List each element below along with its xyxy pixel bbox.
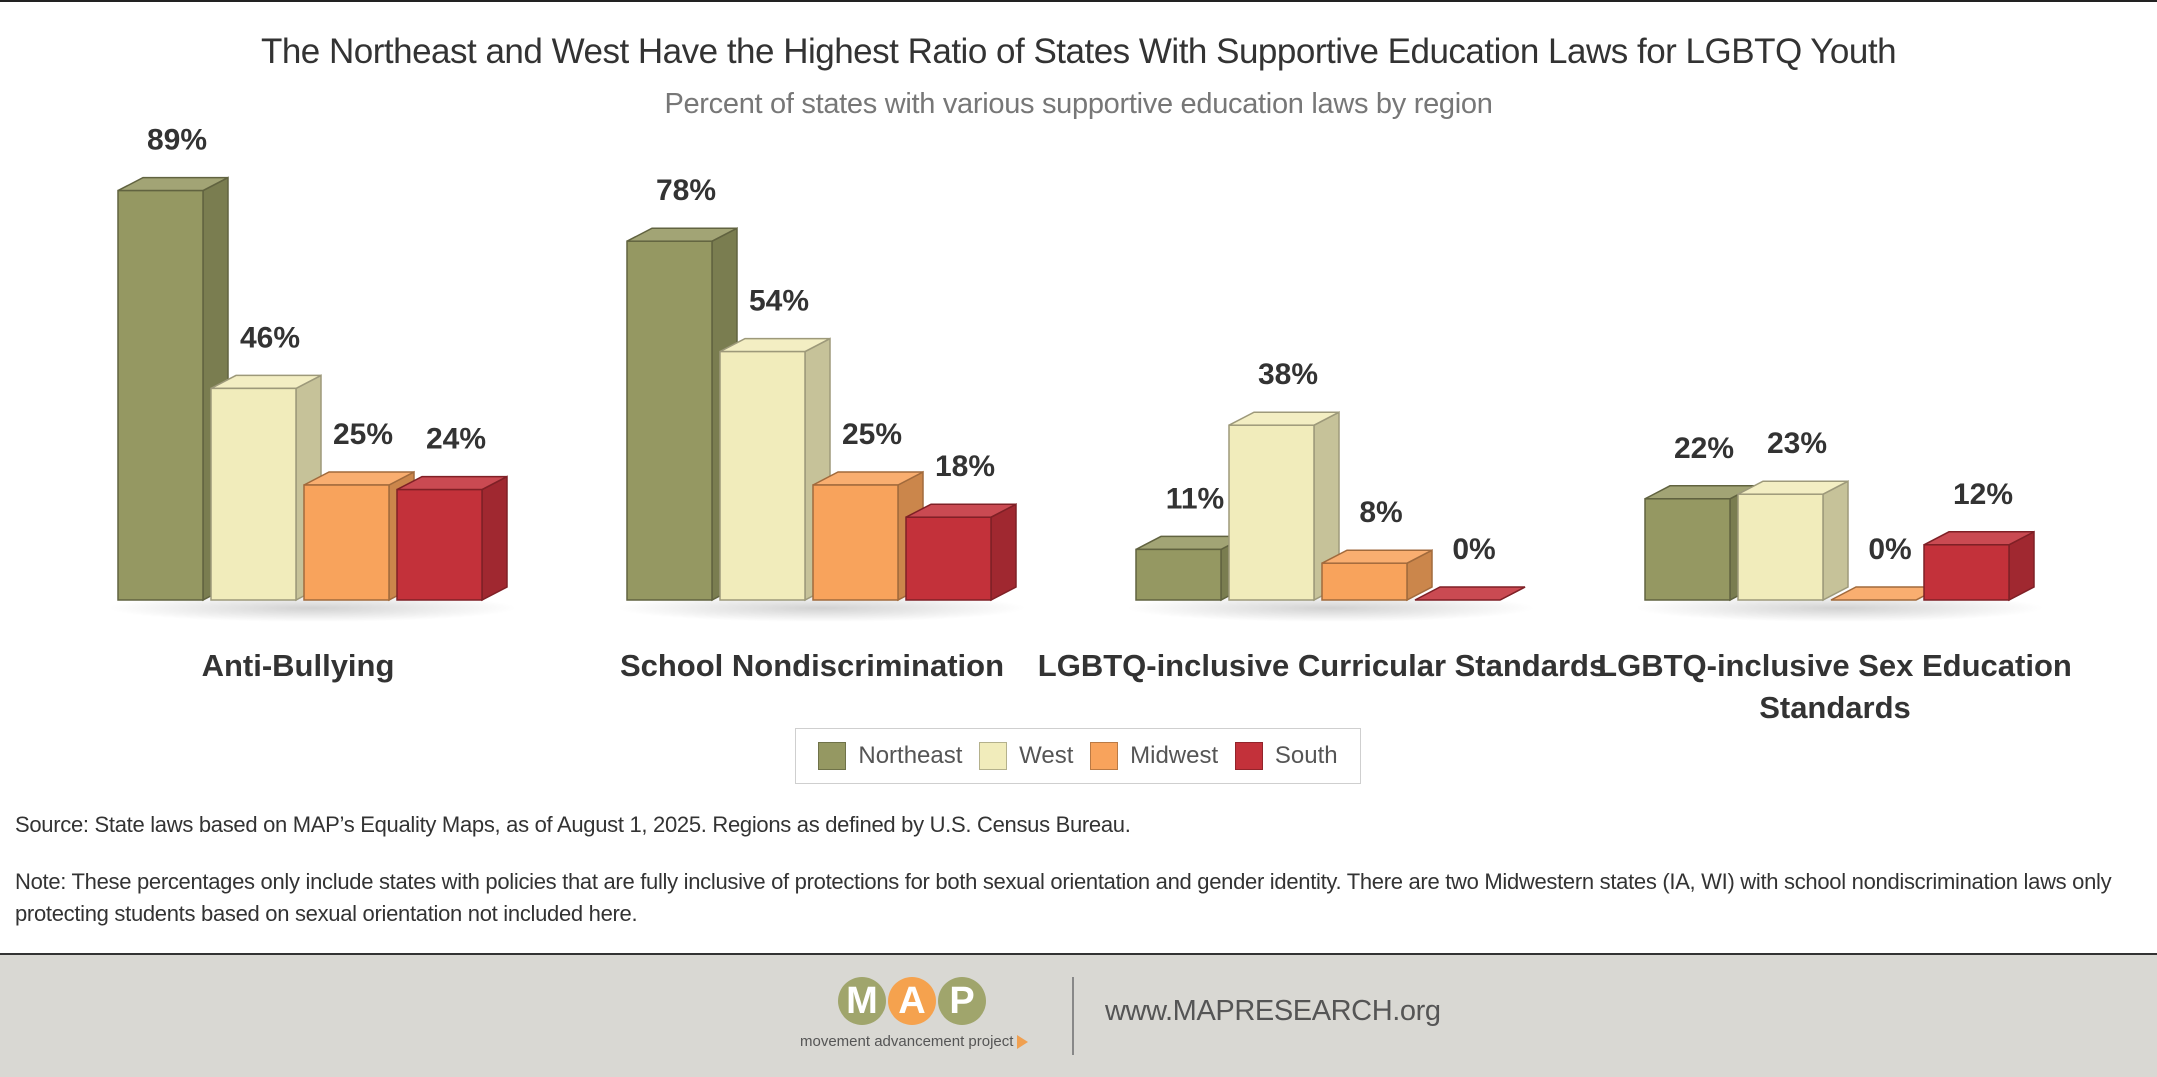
bar-south-school-nondiscrimination-front: [905, 516, 992, 601]
chart-title: The Northeast and West Have the Highest …: [260, 32, 1897, 71]
top-rule: [0, 0, 2157, 2]
bar-midwest-anti-bullying-front: [303, 484, 390, 601]
legend-item-south: South: [1234, 742, 1338, 770]
bar-west-lgbtq-inclusive-curricular-standards-front: [1228, 424, 1315, 601]
logo-letters: M A P: [838, 977, 986, 1025]
bar-northeast-lgbtq-inclusive-curricular-standards: [1135, 535, 1247, 602]
bar-midwest-school-nondiscrimination: [812, 470, 924, 602]
legend-label-south: South: [1274, 742, 1338, 769]
bar-south-school-nondiscrimination: [905, 502, 1017, 602]
source-text: Source: State laws based on MAP’s Equali…: [15, 812, 1131, 837]
bar-south-lgbtq-inclusive-sex-education-standards-front: [1923, 544, 2010, 601]
bar-west-anti-bullying-front: [210, 387, 297, 601]
data-label-midwest-anti-bullying: 25%: [333, 418, 393, 451]
bar-south-anti-bullying: [396, 475, 508, 602]
category-label-anti-bullying: Anti-Bullying: [202, 648, 395, 683]
bar-south-lgbtq-inclusive-curricular-standards: [1414, 586, 1526, 601]
bar-northeast-school-nondiscrimination-front: [626, 240, 713, 601]
bar-northeast-lgbtq-inclusive-curricular-standards-front: [1135, 548, 1222, 601]
bar-west-lgbtq-inclusive-sex-education-standards-side: [1822, 479, 1849, 602]
data-label-midwest-school-nondiscrimination: 25%: [842, 418, 902, 451]
data-label-northeast-school-nondiscrimination: 78%: [656, 174, 716, 207]
data-label-south-anti-bullying: 24%: [426, 423, 486, 456]
legend-swatch-midwest: [1090, 742, 1119, 770]
data-label-midwest-lgbtq-inclusive-curricular-standards: 8%: [1359, 496, 1402, 529]
data-label-south-lgbtq-inclusive-sex-education-standards: 12%: [1953, 478, 2013, 511]
bar-west-lgbtq-inclusive-curricular-standards: [1228, 410, 1340, 602]
data-label-northeast-anti-bullying: 89%: [147, 124, 207, 157]
legend-swatch-west: [979, 742, 1008, 770]
bar-shadow-lgbtq-inclusive-curricular-standards: [1126, 594, 1535, 622]
bar-south-lgbtq-inclusive-curricular-standards-top: [1414, 586, 1526, 601]
chart-subtitle: Percent of states with various supportiv…: [664, 88, 1493, 120]
legend-label-northeast: Northeast: [858, 742, 963, 769]
bar-shadow-school-nondiscrimination: [617, 594, 1026, 622]
data-label-northeast-lgbtq-inclusive-sex-education-standards: 22%: [1674, 432, 1734, 465]
bar-west-lgbtq-inclusive-sex-education-standards: [1737, 479, 1849, 602]
category-label-lgbtq-inclusive-sex-education-standards-line-1: LGBTQ-inclusive Sex Education: [1598, 648, 2072, 683]
logo-letter-m: M: [838, 977, 886, 1025]
category-label-lgbtq-inclusive-sex-education-standards-line-2: Standards: [1759, 690, 1911, 725]
legend: Northeast West Midwest South: [795, 728, 1361, 784]
bar-midwest-school-nondiscrimination-front: [812, 484, 899, 601]
bar-shadow-anti-bullying: [108, 594, 517, 622]
legend-item-midwest: Midwest: [1090, 742, 1218, 770]
logo-letter-a: A: [888, 977, 936, 1025]
map-logo: M A P movement advancement project: [800, 977, 1040, 1057]
data-label-south-lgbtq-inclusive-curricular-standards: 0%: [1452, 533, 1495, 566]
logo-letter-p: P: [938, 977, 986, 1025]
data-label-midwest-lgbtq-inclusive-sex-education-standards: 0%: [1868, 533, 1911, 566]
logo-tagline-text: movement advancement project: [800, 1033, 1014, 1050]
footer: M A P movement advancement project www.M…: [0, 953, 2157, 1077]
bar-south-lgbtq-inclusive-sex-education-standards: [1923, 530, 2035, 602]
legend-item-northeast: Northeast: [818, 742, 962, 770]
bar-west-anti-bullying: [210, 374, 322, 602]
data-label-west-school-nondiscrimination: 54%: [749, 285, 809, 318]
bar-west-school-nondiscrimination-front: [719, 350, 806, 601]
note-text: Note: These percentages only include sta…: [15, 869, 2112, 926]
data-label-west-lgbtq-inclusive-sex-education-standards: 23%: [1767, 427, 1827, 460]
bar-south-anti-bullying-front: [396, 488, 483, 601]
footer-divider: [1072, 977, 1074, 1055]
bar-northeast-school-nondiscrimination: [626, 226, 738, 602]
category-label-school-nondiscrimination: School Nondiscrimination: [620, 648, 1004, 683]
legend-label-west: West: [1019, 742, 1074, 769]
bar-south-anti-bullying-side: [481, 475, 508, 602]
bar-west-lgbtq-inclusive-sex-education-standards-front: [1737, 493, 1824, 601]
footer-url[interactable]: www.MAPRESEARCH.org: [1105, 995, 1441, 1027]
data-label-northeast-lgbtq-inclusive-curricular-standards: 11%: [1166, 482, 1224, 515]
bar-midwest-lgbtq-inclusive-curricular-standards-front: [1321, 562, 1408, 601]
data-label-west-lgbtq-inclusive-curricular-standards: 38%: [1258, 358, 1318, 391]
bar-midwest-lgbtq-inclusive-curricular-standards: [1321, 548, 1433, 602]
legend-swatch-south: [1234, 742, 1263, 770]
bar-chart: 89% 46% 25% 24% Anti-Bullying 78% 54% 25% 18% Sch…: [108, 124, 2072, 725]
data-label-south-school-nondiscrimination: 18%: [935, 450, 995, 483]
bar-northeast-anti-bullying: [117, 176, 229, 602]
legend-label-midwest: Midwest: [1130, 742, 1219, 769]
bar-west-school-nondiscrimination: [719, 337, 831, 602]
bar-northeast-anti-bullying-front: [117, 189, 204, 601]
play-arrow-icon: [1017, 1034, 1029, 1049]
legend-item-west: West: [979, 742, 1073, 770]
bar-northeast-lgbtq-inclusive-sex-education-standards-front: [1644, 498, 1731, 601]
category-label-lgbtq-inclusive-curricular-standards: LGBTQ-inclusive Curricular Standards: [1038, 648, 1606, 683]
logo-tagline: movement advancement project: [800, 1033, 1029, 1050]
data-label-west-anti-bullying: 46%: [240, 321, 300, 354]
bar-shadow-lgbtq-inclusive-sex-education-standards: [1635, 594, 2044, 622]
bar-south-school-nondiscrimination-side: [990, 502, 1017, 602]
legend-swatch-northeast: [818, 742, 847, 770]
